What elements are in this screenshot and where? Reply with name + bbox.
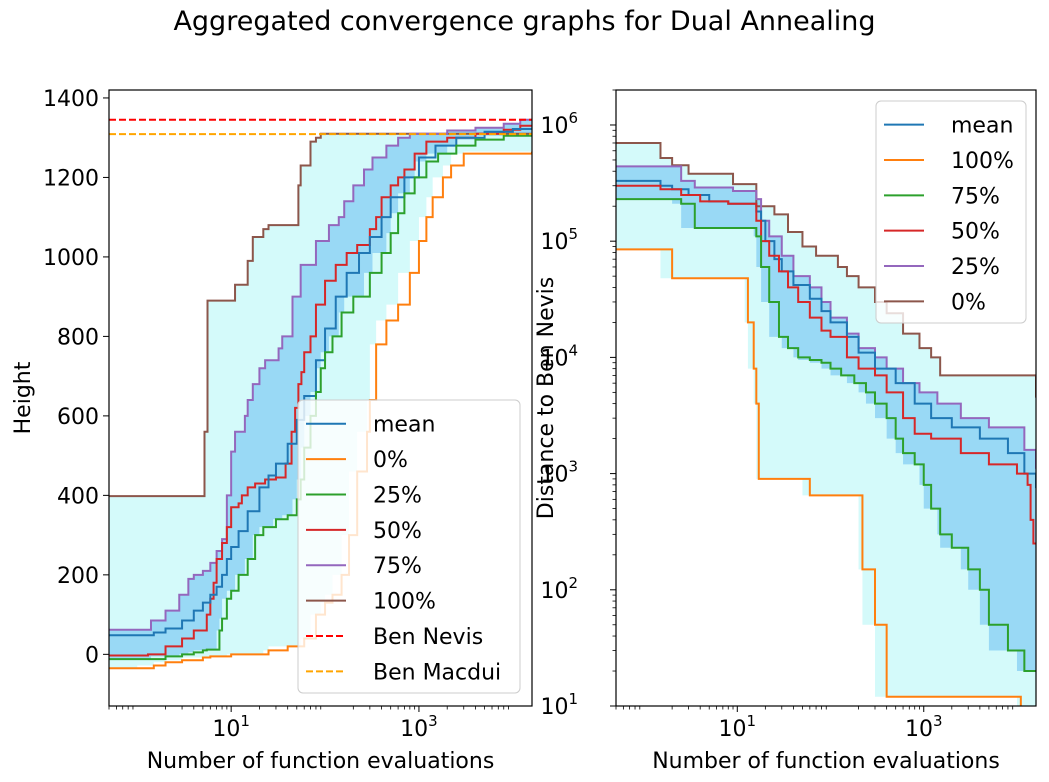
series-line-purple xyxy=(109,118,532,631)
y-tick-base: 10 xyxy=(540,695,568,720)
y-tick-base: 10 xyxy=(540,114,568,139)
y-tick-label: 105 xyxy=(540,225,578,255)
legend-label: mean xyxy=(373,413,435,438)
legend-label: 75% xyxy=(373,554,422,579)
legend-label: Ben Nevis xyxy=(373,625,483,650)
legend-label: 25% xyxy=(951,255,1000,280)
y-tick-label: 106 xyxy=(540,109,578,139)
y-tick-exponent: 3 xyxy=(568,458,578,476)
legend-label: 50% xyxy=(373,519,422,544)
legend-label: Ben Macdui xyxy=(373,660,501,685)
x-tick-label: 101 xyxy=(719,712,757,742)
legend-label: 25% xyxy=(373,483,422,508)
x-tick-exponent: 1 xyxy=(240,712,250,730)
x-tick-base: 10 xyxy=(719,717,747,742)
x-tick-exponent: 3 xyxy=(933,712,943,730)
y-tick-label: 600 xyxy=(57,405,99,430)
figure-title: Aggregated convergence graphs for Dual A… xyxy=(173,6,876,37)
legend-label: 0% xyxy=(373,448,408,473)
series-line-green xyxy=(616,198,1036,673)
y-axis-label: Height xyxy=(11,361,36,434)
legend-label: 75% xyxy=(951,184,1000,209)
legend-box xyxy=(297,399,521,694)
y-tick-label: 101 xyxy=(540,690,578,720)
y-tick-label: 400 xyxy=(57,484,99,509)
x-axis-label: Number of function evaluations xyxy=(147,749,495,774)
series-line-purple xyxy=(616,165,1036,469)
confidence-band-0 xyxy=(616,142,1036,706)
legend-label: 100% xyxy=(951,149,1014,174)
x-tick-label: 103 xyxy=(905,712,943,742)
y-tick-label: 200 xyxy=(57,564,99,589)
y-tick-label: 102 xyxy=(540,574,578,604)
series-line-red xyxy=(616,184,1036,545)
y-tick-label: 104 xyxy=(540,341,578,371)
legend-label: 100% xyxy=(373,590,436,615)
x-tick-exponent: 1 xyxy=(747,712,757,730)
series-line-brown xyxy=(616,141,1036,398)
x-tick-label: 103 xyxy=(400,712,438,742)
legend-box xyxy=(875,100,1027,324)
y-tick-label: 103 xyxy=(540,458,578,488)
legend-label: 0% xyxy=(951,290,986,315)
y-tick-exponent: 1 xyxy=(568,690,578,708)
y-tick-exponent: 4 xyxy=(568,341,578,359)
y-tick-label: 1200 xyxy=(43,166,99,191)
y-tick-label: 1400 xyxy=(43,87,99,112)
legend-label: mean xyxy=(951,114,1013,139)
y-tick-base: 10 xyxy=(540,346,568,371)
x-tick-base: 10 xyxy=(212,717,240,742)
y-axis-label: Distance to Ben Nevis xyxy=(534,277,559,519)
legend-label: 50% xyxy=(951,220,1000,245)
y-tick-label: 1000 xyxy=(43,246,99,271)
x-tick-exponent: 3 xyxy=(428,712,438,730)
y-tick-label: 0 xyxy=(85,643,99,668)
series-line-orange xyxy=(616,248,1022,706)
y-tick-exponent: 2 xyxy=(568,574,578,592)
x-tick-label: 101 xyxy=(212,712,250,742)
y-tick-base: 10 xyxy=(540,230,568,255)
series-line-brown xyxy=(109,132,532,498)
plot-area xyxy=(616,141,1036,706)
y-tick-base: 10 xyxy=(540,463,568,488)
x-tick-base: 10 xyxy=(400,717,428,742)
y-tick-label: 800 xyxy=(57,325,99,350)
y-tick-exponent: 6 xyxy=(568,109,578,127)
series-line-mean xyxy=(616,179,1036,489)
x-axis-label: Number of function evaluations xyxy=(652,749,1000,774)
y-tick-base: 10 xyxy=(540,579,568,604)
x-tick-base: 10 xyxy=(905,717,933,742)
y-tick-exponent: 5 xyxy=(568,225,578,243)
